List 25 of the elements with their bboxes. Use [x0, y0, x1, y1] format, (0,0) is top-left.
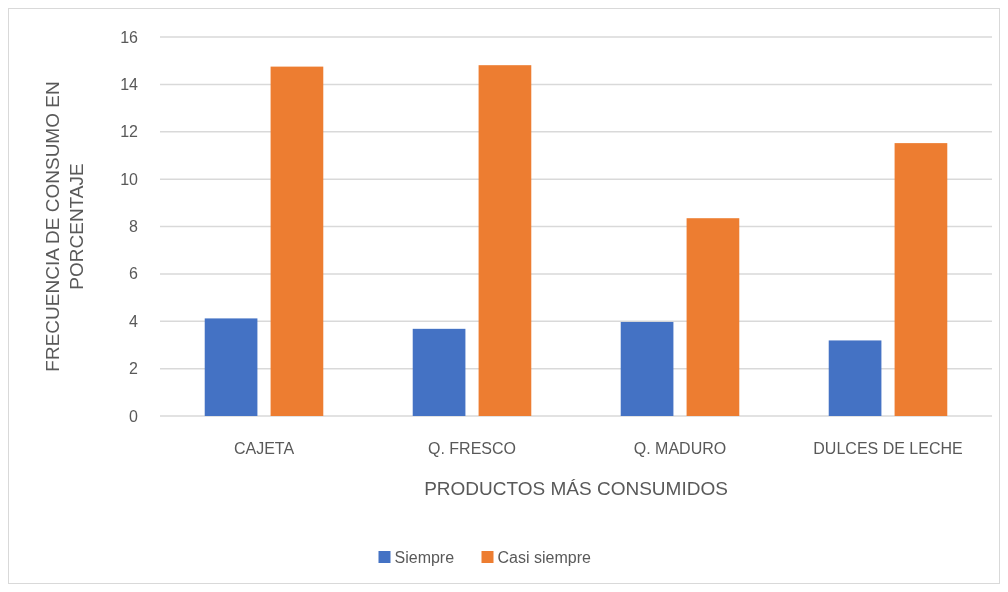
x-tick-label: DULCES DE LECHE — [813, 439, 963, 457]
x-axis-title: PRODUCTOS MÁS CONSUMIDOS — [424, 477, 728, 499]
y-tick-label: 4 — [129, 312, 139, 330]
y-tick-label: 10 — [120, 170, 139, 188]
bar — [412, 328, 466, 416]
y-tick-label: 16 — [120, 28, 139, 46]
legend-label: Casi siempre — [497, 548, 591, 566]
y-tick-label: 0 — [129, 407, 139, 425]
bar — [894, 143, 948, 416]
y-axis-title: FRECUENCIA DE CONSUMO EN PORCENTAJE — [42, 81, 87, 372]
x-tick-label: CAJETA — [233, 439, 295, 457]
legend-label: Siempre — [394, 548, 455, 566]
y-tick-label: 2 — [129, 360, 139, 378]
bar — [204, 318, 258, 416]
bar — [828, 340, 882, 416]
x-tick-label: Q. FRESCO — [427, 439, 517, 457]
y-tick-label: 14 — [120, 75, 139, 93]
bar — [270, 66, 324, 416]
bar — [686, 218, 740, 416]
y-tick-label: 8 — [129, 218, 139, 236]
y-tick-label: 6 — [129, 265, 139, 283]
bar — [478, 65, 532, 416]
bar — [620, 321, 674, 416]
x-tick-label: Q. MADURO — [633, 439, 727, 457]
y-tick-label: 12 — [120, 123, 139, 141]
